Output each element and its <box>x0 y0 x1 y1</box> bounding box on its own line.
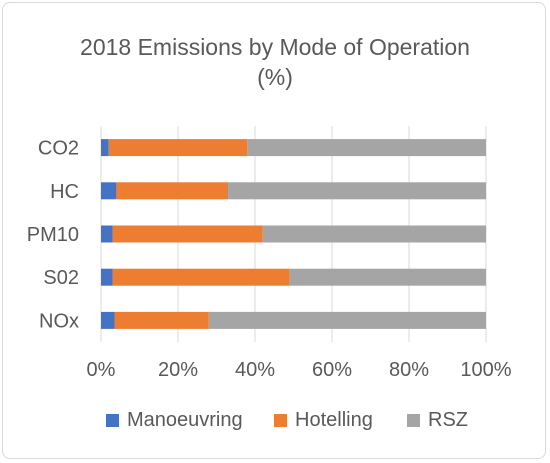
bar-manoeuvring-pm10 <box>101 225 113 243</box>
legend-swatch <box>407 413 420 427</box>
legend-label: Hotelling <box>295 408 373 431</box>
bar-manoeuvring-nox <box>101 311 115 329</box>
y-tick-label: HC <box>50 181 79 203</box>
legend-swatch <box>106 413 119 427</box>
bar-rsz-pm10 <box>262 225 486 243</box>
bar-hotelling-co2 <box>108 139 248 157</box>
bar-hotelling-pm10 <box>112 225 263 243</box>
bar-hotelling-s02 <box>112 268 290 286</box>
x-tick-label: 0% <box>87 359 116 381</box>
y-tick-label: NOx <box>39 310 79 332</box>
legend: Manoeuvring Hotelling RSZ <box>0 406 550 434</box>
x-tick-label: 40% <box>235 359 275 381</box>
chart-title-unit: (%) <box>257 64 293 90</box>
legend-item-manoeuvring: Manoeuvring <box>106 406 243 434</box>
bar-hotelling-hc <box>116 182 229 200</box>
x-tick-label: 80% <box>389 359 429 381</box>
legend-item-hotelling: Hotelling <box>274 406 373 434</box>
bar-rsz-nox <box>208 311 487 329</box>
legend-item-rsz: RSZ <box>407 406 468 434</box>
legend-label: Manoeuvring <box>127 408 243 431</box>
bar-manoeuvring-s02 <box>101 268 113 286</box>
y-tick-label: PM10 <box>27 224 79 246</box>
legend-swatch <box>274 413 287 427</box>
legend-label: RSZ <box>428 408 468 431</box>
bar-rsz-s02 <box>289 268 486 286</box>
y-tick-label: S02 <box>43 267 79 289</box>
x-tick-label: 100% <box>460 359 511 381</box>
bar-hotelling-nox <box>114 311 209 329</box>
y-tick-label: CO2 <box>38 138 79 160</box>
bar-rsz-co2 <box>247 139 486 157</box>
x-tick-label: 20% <box>158 359 198 381</box>
chart-title: 2018 Emissions by Mode of Operation <box>80 34 470 60</box>
x-tick-label: 60% <box>312 359 352 381</box>
bar-manoeuvring-hc <box>101 182 117 200</box>
bar-manoeuvring-co2 <box>101 139 109 157</box>
bar-rsz-hc <box>228 182 487 200</box>
